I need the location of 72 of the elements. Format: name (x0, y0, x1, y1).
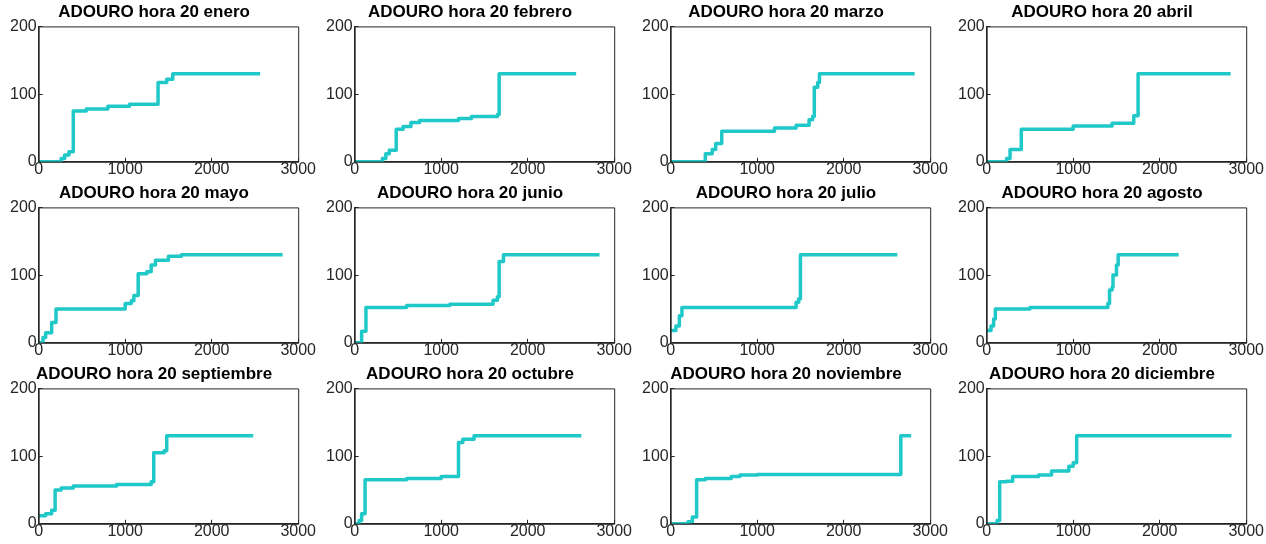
x-tick-label: 3000 (1228, 521, 1265, 539)
y-tick-label: 100 (325, 84, 353, 102)
x-tick-label: 3000 (280, 521, 317, 539)
y-tick-label: 200 (325, 197, 353, 215)
x-tick-label: 2000 (193, 340, 230, 358)
y-tick-label: 200 (325, 16, 353, 34)
x-tick-label: 1000 (107, 340, 144, 358)
y-tick-label: 100 (9, 446, 37, 464)
x-tick-label: 3000 (1228, 340, 1265, 358)
x-tick-label: 3000 (280, 340, 317, 358)
x-tick-label: 1000 (739, 521, 776, 539)
x-tick-label: 3000 (280, 159, 317, 177)
chart-title: ADOURO hora 20 diciembre (989, 363, 1215, 383)
chart-title: ADOURO hora 20 julio (695, 182, 877, 202)
x-tick-label: 2000 (509, 159, 546, 177)
x-tick-label: 2000 (1141, 340, 1178, 358)
chart-title: ADOURO hora 20 junio (376, 182, 564, 202)
y-tick-label: 100 (9, 84, 37, 102)
chart-title: ADOURO hora 20 septiembre (35, 363, 273, 383)
x-tick-label: 2000 (825, 340, 862, 358)
y-tick-label: 100 (957, 265, 985, 283)
y-tick-label: 200 (9, 197, 37, 215)
x-tick-label: 1000 (1055, 340, 1092, 358)
y-tick-label: 200 (9, 378, 37, 396)
x-tick-label: 3000 (596, 521, 633, 539)
x-tick-label: 2000 (193, 159, 230, 177)
chart-title: ADOURO hora 20 octubre (366, 363, 574, 383)
x-tick-label: 2000 (825, 521, 862, 539)
y-tick-label: 100 (957, 84, 985, 102)
x-tick-label: 2000 (509, 340, 546, 358)
chart-title: ADOURO hora 20 mayo (59, 182, 249, 202)
y-tick-label: 200 (957, 378, 985, 396)
x-tick-label: 3000 (596, 340, 633, 358)
x-tick-label: 1000 (1055, 159, 1092, 177)
x-tick-label: 3000 (912, 340, 949, 358)
y-tick-label: 100 (325, 446, 353, 464)
chart-title: ADOURO hora 20 agosto (1001, 182, 1203, 202)
x-tick-label: 1000 (423, 521, 460, 539)
y-tick-label: 100 (9, 265, 37, 283)
y-tick-label: 200 (957, 197, 985, 215)
x-tick-label: 1000 (423, 159, 460, 177)
x-tick-label: 3000 (912, 159, 949, 177)
x-tick-label: 2000 (825, 159, 862, 177)
y-tick-label: 100 (641, 265, 669, 283)
y-tick-label: 100 (957, 446, 985, 464)
y-tick-label: 100 (641, 84, 669, 102)
y-tick-label: 200 (9, 16, 37, 34)
y-tick-label: 100 (641, 446, 669, 464)
y-tick-label: 200 (957, 16, 985, 34)
x-tick-label: 1000 (107, 521, 144, 539)
chart-title: ADOURO hora 20 noviembre (670, 363, 902, 383)
x-tick-label: 1000 (739, 159, 776, 177)
x-tick-label: 2000 (1141, 521, 1178, 539)
chart-title: ADOURO hora 20 abril (1011, 1, 1193, 21)
y-tick-label: 200 (641, 378, 669, 396)
y-tick-label: 200 (641, 16, 669, 34)
y-tick-label: 100 (325, 265, 353, 283)
chart-title: ADOURO hora 20 marzo (688, 1, 884, 21)
x-tick-label: 3000 (1228, 159, 1265, 177)
chart-title: ADOURO hora 20 enero (58, 1, 250, 21)
x-tick-label: 2000 (193, 521, 230, 539)
x-tick-label: 1000 (739, 340, 776, 358)
x-tick-label: 3000 (596, 159, 633, 177)
x-tick-label: 2000 (1141, 159, 1178, 177)
x-tick-label: 1000 (1055, 521, 1092, 539)
y-tick-label: 200 (325, 378, 353, 396)
y-tick-label: 200 (641, 197, 669, 215)
x-tick-label: 3000 (912, 521, 949, 539)
x-tick-label: 2000 (509, 521, 546, 539)
chart-title: ADOURO hora 20 febrero (367, 1, 573, 21)
x-tick-label: 1000 (107, 159, 144, 177)
x-tick-label: 1000 (423, 340, 460, 358)
